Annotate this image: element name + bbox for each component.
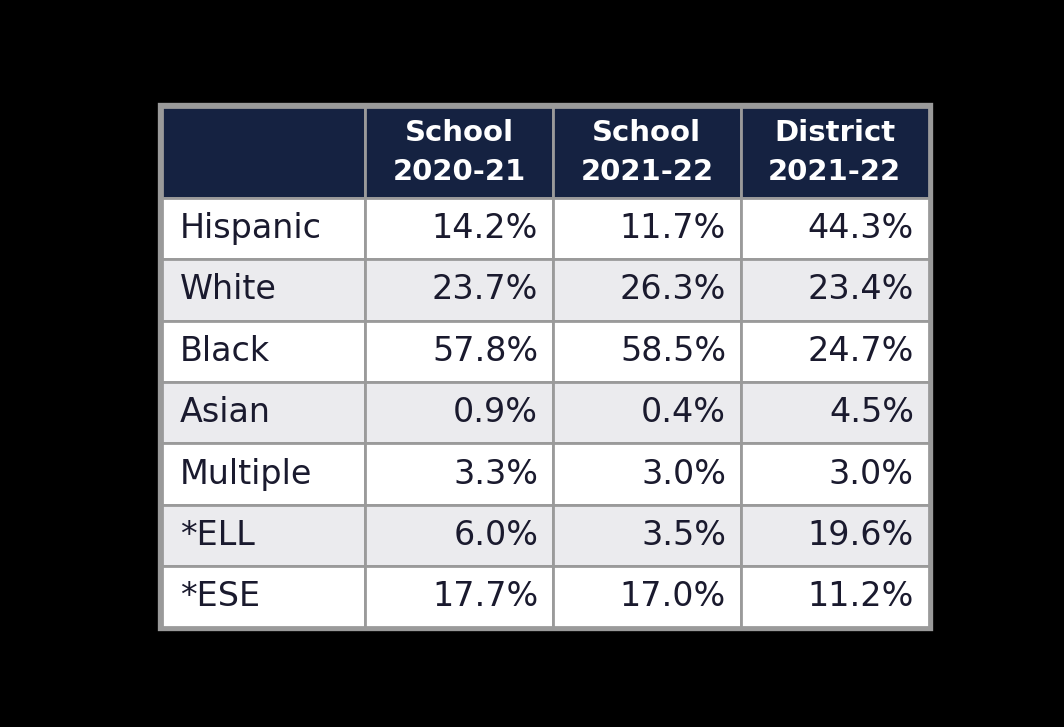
Bar — [741, 382, 929, 443]
Bar — [741, 321, 929, 382]
Bar — [553, 382, 741, 443]
Bar — [162, 198, 365, 260]
Bar — [553, 443, 741, 505]
Bar — [553, 321, 741, 382]
Bar — [741, 505, 929, 566]
Bar — [553, 566, 741, 627]
Text: *ELL: *ELL — [180, 519, 254, 552]
Text: Multiple: Multiple — [180, 457, 313, 491]
Text: 3.0%: 3.0% — [829, 457, 914, 491]
Text: Black: Black — [180, 335, 270, 368]
Bar — [162, 566, 365, 627]
Text: 17.0%: 17.0% — [619, 580, 726, 614]
Text: 3.3%: 3.3% — [453, 457, 538, 491]
Bar — [741, 198, 929, 260]
Bar — [553, 107, 741, 198]
Text: 23.4%: 23.4% — [808, 273, 914, 307]
Text: District
2021-22: District 2021-22 — [768, 119, 901, 186]
Text: 3.0%: 3.0% — [641, 457, 726, 491]
Text: 23.7%: 23.7% — [432, 273, 538, 307]
Text: 19.6%: 19.6% — [808, 519, 914, 552]
Bar — [553, 198, 741, 260]
Text: *ESE: *ESE — [180, 580, 260, 614]
Bar — [162, 107, 365, 198]
Text: 58.5%: 58.5% — [620, 335, 726, 368]
Text: 11.7%: 11.7% — [619, 212, 726, 245]
Text: 26.3%: 26.3% — [619, 273, 726, 307]
Text: 11.2%: 11.2% — [808, 580, 914, 614]
Text: 3.5%: 3.5% — [641, 519, 726, 552]
Bar — [162, 505, 365, 566]
Bar — [162, 443, 365, 505]
Bar — [741, 443, 929, 505]
Bar — [741, 107, 929, 198]
Text: 44.3%: 44.3% — [808, 212, 914, 245]
Text: 0.4%: 0.4% — [641, 396, 726, 429]
Bar — [365, 107, 553, 198]
Bar — [365, 260, 553, 321]
Text: School
2021-22: School 2021-22 — [580, 119, 714, 186]
Text: School
2020-21: School 2020-21 — [393, 119, 526, 186]
Bar — [365, 505, 553, 566]
Bar — [741, 260, 929, 321]
Bar — [365, 382, 553, 443]
Text: Hispanic: Hispanic — [180, 212, 322, 245]
Bar — [365, 443, 553, 505]
Bar — [553, 505, 741, 566]
Bar — [162, 382, 365, 443]
Bar — [365, 321, 553, 382]
Bar — [162, 260, 365, 321]
Text: 57.8%: 57.8% — [432, 335, 538, 368]
Text: 17.7%: 17.7% — [432, 580, 538, 614]
Text: Asian: Asian — [180, 396, 271, 429]
Text: 14.2%: 14.2% — [432, 212, 538, 245]
Text: 6.0%: 6.0% — [453, 519, 538, 552]
Bar — [162, 321, 365, 382]
Bar — [365, 198, 553, 260]
Text: 0.9%: 0.9% — [453, 396, 538, 429]
Text: 24.7%: 24.7% — [808, 335, 914, 368]
Bar — [741, 566, 929, 627]
Text: White: White — [180, 273, 277, 307]
Text: 4.5%: 4.5% — [829, 396, 914, 429]
Bar — [365, 566, 553, 627]
Bar — [553, 260, 741, 321]
